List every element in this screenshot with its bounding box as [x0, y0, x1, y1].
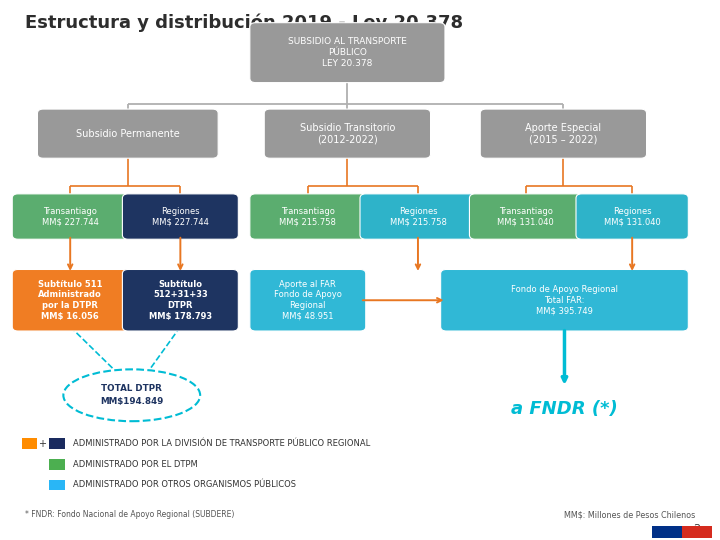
FancyBboxPatch shape: [682, 526, 712, 538]
Text: 2: 2: [693, 523, 700, 534]
Text: Transantiago
MM$ 131.040: Transantiago MM$ 131.040: [498, 207, 554, 226]
Text: Estructura y distribución 2019 - Ley 20.378: Estructura y distribución 2019 - Ley 20.…: [25, 14, 464, 32]
FancyBboxPatch shape: [250, 194, 366, 239]
FancyBboxPatch shape: [652, 526, 682, 538]
FancyBboxPatch shape: [122, 269, 238, 331]
Text: Transantiago
MM$ 215.758: Transantiago MM$ 215.758: [279, 207, 336, 226]
FancyBboxPatch shape: [360, 194, 476, 239]
Ellipse shape: [63, 369, 200, 421]
Text: MM$194.849: MM$194.849: [100, 397, 163, 406]
Text: Regiones
MM$ 227.744: Regiones MM$ 227.744: [152, 207, 209, 226]
FancyBboxPatch shape: [49, 459, 65, 470]
Text: Transantiago
MM$ 227.744: Transantiago MM$ 227.744: [42, 207, 99, 226]
FancyBboxPatch shape: [22, 438, 37, 449]
Text: ADMINISTRADO POR OTROS ORGANISMOS PÚBLICOS: ADMINISTRADO POR OTROS ORGANISMOS PÚBLIC…: [73, 481, 297, 489]
FancyBboxPatch shape: [480, 109, 647, 158]
Text: SUBSIDIO AL TRANSPORTE
PÚBLICO
LEY 20.378: SUBSIDIO AL TRANSPORTE PÚBLICO LEY 20.37…: [288, 37, 407, 68]
Text: ADMINISTRADO POR EL DTPM: ADMINISTRADO POR EL DTPM: [73, 460, 198, 469]
FancyBboxPatch shape: [264, 109, 431, 158]
FancyBboxPatch shape: [469, 194, 582, 239]
Text: Subtítulo 511
Administrado
por la DTPR
MM$ 16.056: Subtítulo 511 Administrado por la DTPR M…: [38, 280, 102, 321]
FancyBboxPatch shape: [250, 269, 366, 331]
FancyBboxPatch shape: [12, 269, 128, 331]
Text: Regiones
MM$ 131.040: Regiones MM$ 131.040: [604, 207, 660, 226]
Text: +: +: [37, 439, 46, 449]
Text: Subsidio Transitorio
(2012-2022): Subsidio Transitorio (2012-2022): [300, 123, 395, 145]
FancyBboxPatch shape: [49, 438, 65, 449]
Text: MM$: Millones de Pesos Chilenos: MM$: Millones de Pesos Chilenos: [564, 510, 695, 519]
Text: ADMINISTRADO POR LA DIVISIÓN DE TRANSPORTE PÚBLICO REGIONAL: ADMINISTRADO POR LA DIVISIÓN DE TRANSPOR…: [73, 440, 371, 448]
Text: Aporte Especial
(2015 – 2022): Aporte Especial (2015 – 2022): [526, 123, 601, 145]
FancyBboxPatch shape: [122, 194, 238, 239]
Text: * FNDR: Fondo Nacional de Apoyo Regional (SUBDERE): * FNDR: Fondo Nacional de Apoyo Regional…: [25, 510, 235, 519]
FancyBboxPatch shape: [12, 194, 128, 239]
Text: Regiones
MM$ 215.758: Regiones MM$ 215.758: [390, 207, 446, 226]
FancyBboxPatch shape: [49, 480, 65, 490]
Text: Subsidio Permanente: Subsidio Permanente: [76, 129, 180, 139]
Text: Aporte al FAR
Fondo de Apoyo
Regional
MM$ 48.951: Aporte al FAR Fondo de Apoyo Regional MM…: [274, 280, 342, 321]
FancyBboxPatch shape: [576, 194, 688, 239]
Text: TOTAL DTPR: TOTAL DTPR: [102, 384, 162, 393]
FancyBboxPatch shape: [250, 23, 445, 83]
Text: Subtítulo
512+31+33
DTPR
MM$ 178.793: Subtítulo 512+31+33 DTPR MM$ 178.793: [149, 280, 212, 321]
FancyBboxPatch shape: [441, 269, 688, 331]
Text: a FNDR (*): a FNDR (*): [511, 400, 618, 417]
Text: Fondo de Apoyo Regional
Total FAR:
MM$ 395.749: Fondo de Apoyo Regional Total FAR: MM$ 3…: [511, 285, 618, 315]
FancyBboxPatch shape: [37, 109, 218, 158]
